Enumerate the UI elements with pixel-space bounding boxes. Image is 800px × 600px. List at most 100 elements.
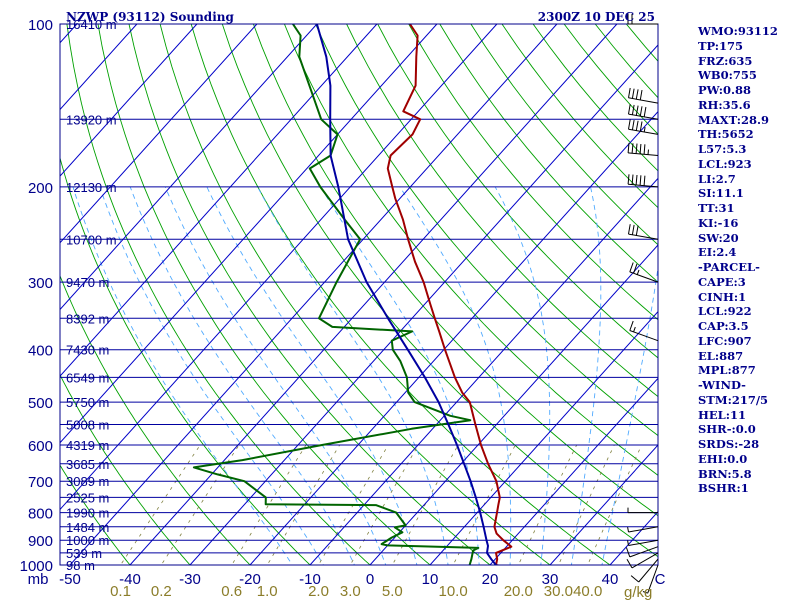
moist-adiabat — [164, 186, 387, 565]
moist-adiabat — [99, 186, 324, 565]
wind-barb-flag — [628, 104, 631, 115]
dry-adiabat — [221, 24, 658, 558]
wind-barb-flag — [631, 224, 635, 235]
wind-barb-flag — [643, 106, 647, 117]
index-item: PW:0.88 — [698, 83, 752, 97]
index-item: SW:20 — [698, 230, 739, 245]
height-label: 5008 m — [66, 418, 109, 433]
dry-adiabat — [346, 24, 658, 398]
wind-barb-flag — [628, 119, 631, 130]
mixing-ratio-line — [120, 444, 201, 565]
height-label: 7430 m — [66, 343, 109, 358]
isotherm — [429, 310, 658, 565]
index-item: LI:2.7 — [698, 171, 736, 186]
mixing-ratio-label: 20.0 — [504, 583, 533, 600]
wind-barb-flag — [635, 105, 639, 116]
indices-panel: WMO:93112 TP:175 FRZ:635 WB0:755 PW:0.88 RH:3… — [698, 24, 798, 496]
index-item: WB0:755 — [698, 68, 757, 83]
index-item: L57:5.3 — [698, 142, 747, 156]
dry-adiabat — [60, 464, 131, 565]
mixing-ratio-label: 1.0 — [257, 583, 278, 600]
isotherm — [60, 24, 498, 511]
parcel-profile — [315, 24, 497, 565]
wind-barb-flag — [627, 142, 630, 153]
dry-adiabat — [159, 24, 551, 565]
wind-barb-flag — [625, 547, 631, 558]
index-item: LCL:923 — [698, 156, 752, 171]
wind-barb-staff — [628, 526, 659, 533]
dry-adiabat — [190, 24, 611, 565]
valid-time: 2300Z 10 DEC 25 — [538, 10, 655, 24]
wind-barb-flag — [639, 143, 642, 154]
wind-barb — [629, 262, 659, 283]
index-item: MAXT:28.9 — [698, 112, 769, 127]
wind-barb-staff — [628, 183, 659, 188]
wind-barb — [627, 174, 659, 188]
dry-adiabat — [60, 373, 191, 565]
mixing-ratio-line — [391, 444, 459, 565]
pressure-tick-label: 600 — [28, 438, 53, 455]
temperature-tick-label: 10 — [422, 571, 439, 588]
index-item: FRZ:635 — [698, 53, 753, 68]
isotherm — [69, 24, 558, 565]
index-item: LFC:907 — [698, 333, 752, 348]
index-item: -PARCEL- — [698, 260, 760, 274]
wind-barb-staff — [628, 539, 659, 546]
wind-barb — [627, 14, 658, 25]
dry-adiabat — [408, 24, 658, 321]
temperature-tick-label: 0 — [366, 571, 374, 588]
isotherm — [249, 110, 658, 565]
mixing-ratio-line — [318, 444, 389, 565]
dry-adiabat — [252, 24, 658, 517]
index-item: SRDS:-28 — [698, 437, 760, 451]
temperature-profile — [386, 24, 513, 565]
index-item: SHR-:0.0 — [698, 422, 756, 437]
dry-adiabat — [60, 274, 251, 565]
adiabat-lines — [60, 24, 658, 565]
plot-frame — [59, 23, 659, 566]
wind-barb — [628, 224, 659, 240]
index-item: CINH:1 — [698, 289, 747, 304]
wind-barb-staff — [629, 271, 659, 283]
isotherm — [489, 377, 658, 565]
moist-adiabat — [257, 186, 449, 565]
index-item: BSHR:1 — [698, 481, 749, 496]
wind-barb-staff — [628, 233, 659, 240]
wind-barb — [627, 507, 658, 514]
wind-barb-flag — [628, 87, 631, 98]
pressure-tick-label: 300 — [28, 275, 53, 292]
index-item: -WIND- — [698, 378, 746, 392]
wind-barb-staff — [628, 113, 659, 120]
moist-adiabat — [206, 186, 418, 565]
wind-barb-flag — [635, 120, 639, 131]
pressure-tick-label: 200 — [28, 180, 53, 197]
temperature-tick-label: 40 — [602, 571, 619, 588]
sounding-profiles — [192, 24, 513, 565]
height-label: 6549 m — [66, 370, 109, 385]
wind-barb-half-flag — [642, 591, 648, 594]
dewpoint-profile — [192, 24, 480, 565]
wind-barb-flag — [627, 174, 630, 185]
height-label: 12130 m — [66, 180, 117, 195]
wind-barb — [626, 552, 659, 569]
isotherm — [60, 24, 378, 377]
dry-adiabat — [60, 156, 311, 565]
temperature-tick-label: -50 — [59, 571, 81, 588]
wind-barb-flag — [631, 104, 635, 115]
wind-barb — [628, 119, 659, 135]
temperature-tick-label: -40 — [119, 571, 141, 588]
mixing-ratio-label: 0.1 — [110, 583, 131, 600]
index-item: KI:-16 — [698, 215, 739, 230]
index-item: CAP:3.5 — [698, 319, 749, 333]
wind-barb-flag — [631, 143, 634, 154]
index-item: BRN:5.8 — [698, 466, 752, 481]
index-item: HEL:11 — [698, 407, 746, 422]
wind-barb-flag — [635, 143, 638, 154]
temperature-tick-label: -30 — [179, 571, 201, 588]
moist-adiabat — [601, 264, 658, 565]
temperature-tick-label: 30 — [542, 571, 559, 588]
dry-adiabat — [128, 24, 491, 565]
moist-adiabat — [494, 186, 551, 565]
mixing-ratio-line — [517, 444, 578, 565]
